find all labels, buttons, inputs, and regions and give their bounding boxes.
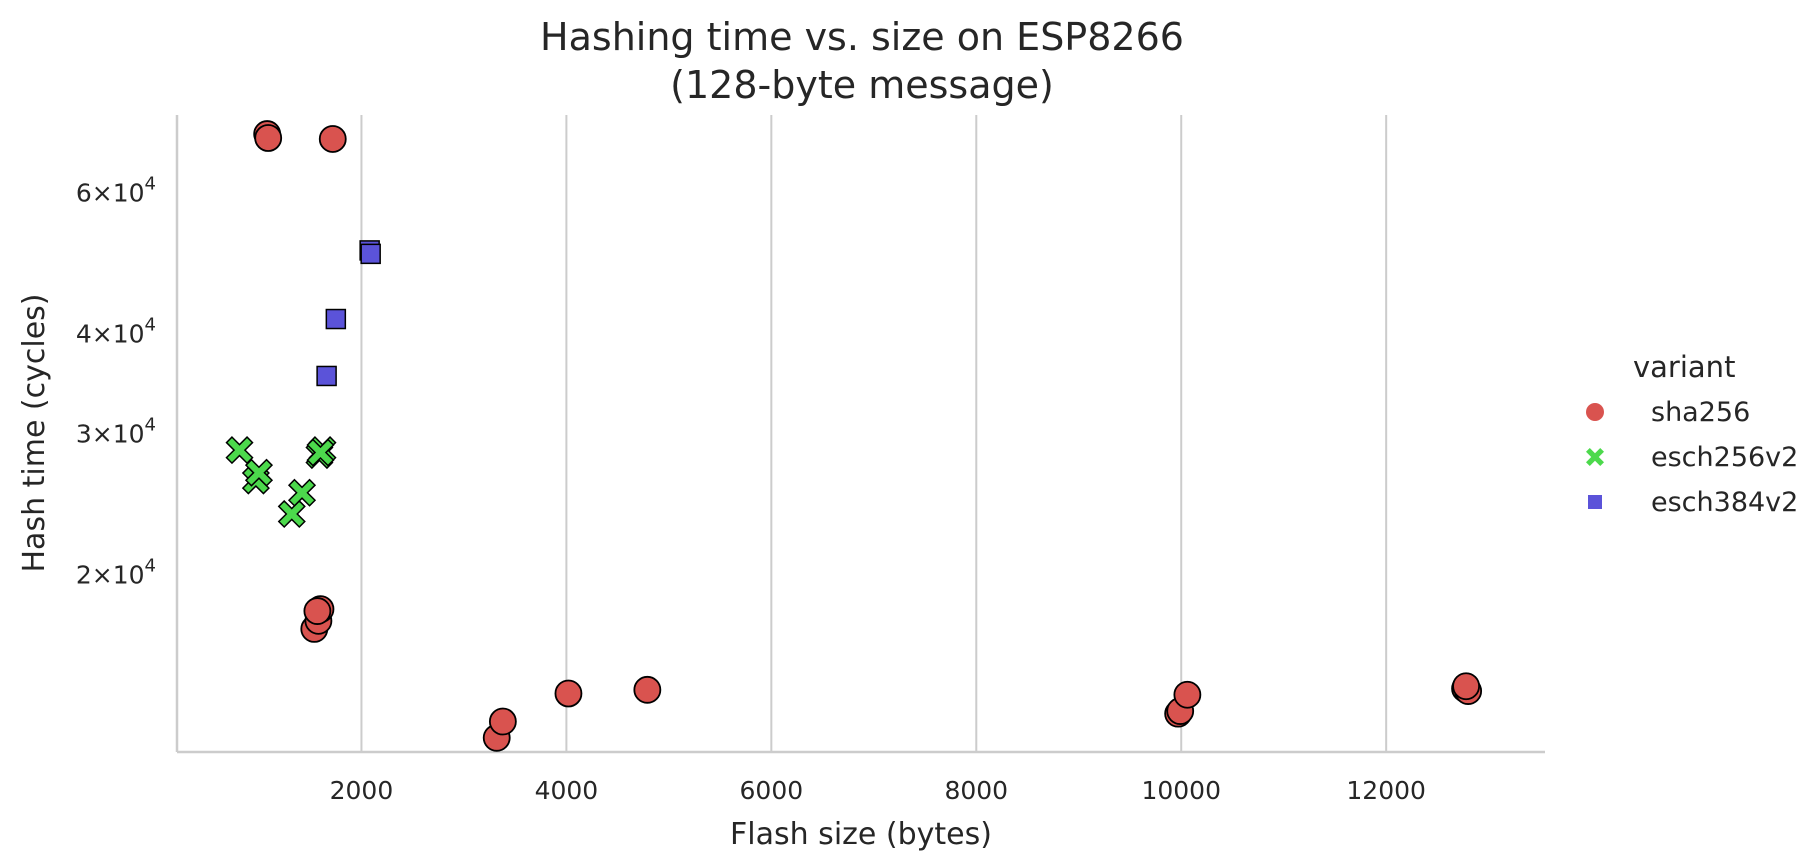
x-tick-label: 2000 <box>330 776 394 805</box>
legend-label-esch384v2: esch384v2 <box>1651 487 1798 518</box>
sha256-point <box>1452 672 1480 701</box>
esch384v2-point <box>316 365 337 387</box>
sha256-point <box>1173 680 1202 709</box>
chart-subtitle: (128-byte message) <box>670 63 1054 107</box>
y-axis-label: Hash time (cycles) <box>17 293 52 572</box>
sha256-point <box>303 597 332 625</box>
y-tick-label: 4×104 <box>76 315 156 349</box>
legend-items: sha256 esch256v2 esch384v2 <box>1586 397 1798 518</box>
x-tick-label: 6000 <box>740 776 804 805</box>
grid-lines <box>360 115 1388 752</box>
x-axis-label: Flash size (bytes) <box>730 817 992 852</box>
legend-title: variant <box>1633 350 1735 384</box>
chart-title: Hashing time vs. size on ESP8266 <box>540 15 1184 59</box>
x-tick-label: 4000 <box>535 776 599 805</box>
sha256-point <box>254 124 283 152</box>
legend-marker-esch256v2 <box>1586 448 1604 466</box>
x-tick-label: 10000 <box>1141 776 1221 805</box>
y-tick-label: 2×104 <box>76 555 156 589</box>
legend: variant sha256 esch256v2 esch384v2 <box>1586 350 1798 518</box>
data-points <box>225 120 1483 752</box>
esch384v2-point <box>360 243 381 265</box>
legend-item-esch256v2: esch256v2 <box>1586 442 1798 473</box>
y-tick-label: 3×104 <box>76 415 156 449</box>
legend-label-sha256: sha256 <box>1651 397 1750 428</box>
esch256v2-point <box>306 438 335 467</box>
legend-marker-esch384v2 <box>1588 495 1602 509</box>
sha256-point <box>554 679 583 708</box>
esch384v2-point <box>325 308 347 330</box>
y-tick-labels: 2×104 3×104 4×104 6×104 <box>76 174 156 590</box>
legend-item-esch384v2: esch384v2 <box>1588 487 1798 518</box>
x-tick-labels: 2000 4000 6000 8000 10000 12000 <box>330 776 1426 805</box>
sha256-point <box>488 707 517 736</box>
legend-item-sha256: sha256 <box>1586 397 1750 428</box>
legend-label-esch256v2: esch256v2 <box>1651 442 1798 473</box>
legend-marker-sha256 <box>1586 403 1604 421</box>
x-tick-label: 8000 <box>944 776 1008 805</box>
x-tick-label: 12000 <box>1346 776 1426 805</box>
esch256v2-point <box>244 458 274 487</box>
esch256v2-point <box>287 478 317 507</box>
sha256-point <box>318 125 347 153</box>
sha256-point <box>633 675 662 704</box>
y-tick-label: 6×104 <box>76 174 156 208</box>
